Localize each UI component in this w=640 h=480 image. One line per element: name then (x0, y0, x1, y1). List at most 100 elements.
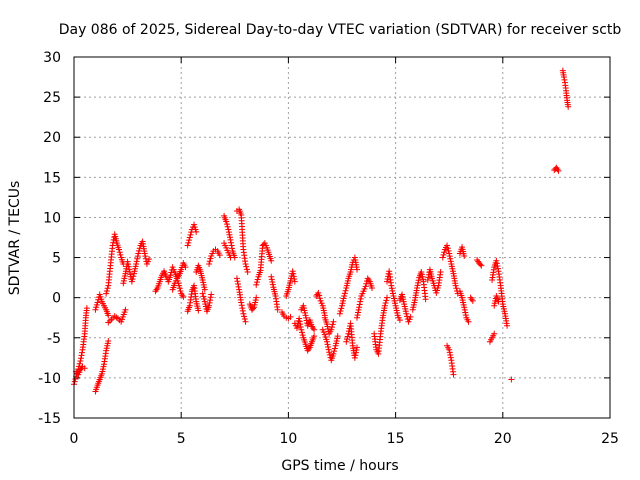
data-point (227, 254, 234, 261)
data-point (462, 309, 469, 316)
data-point (125, 263, 132, 270)
data-point (326, 349, 333, 356)
data-point (229, 245, 236, 252)
data-point (461, 304, 468, 311)
data-point (444, 242, 451, 249)
data-point (268, 257, 275, 264)
data-point (79, 349, 86, 356)
data-point (344, 333, 351, 340)
y-tick-label: 10 (43, 210, 61, 226)
data-point (146, 256, 153, 263)
data-point (242, 260, 249, 267)
data-point (235, 283, 242, 290)
data-point (357, 298, 364, 305)
data-point (354, 312, 361, 319)
data-point (414, 285, 421, 292)
data-point (461, 252, 468, 259)
data-point (125, 261, 132, 268)
data-point (241, 316, 248, 323)
data-point (208, 291, 215, 298)
data-point (188, 229, 195, 236)
data-point (384, 294, 391, 301)
data-point (126, 266, 133, 273)
data-point (296, 315, 303, 322)
data-point (176, 282, 183, 289)
data-point (555, 167, 562, 174)
data-point (269, 279, 276, 286)
data-point (199, 290, 206, 297)
data-point (561, 76, 568, 83)
data-point (168, 269, 175, 276)
data-point (447, 258, 454, 265)
data-point (290, 273, 297, 280)
data-point (453, 285, 460, 292)
data-point (469, 297, 476, 304)
data-point (328, 324, 335, 331)
data-point (329, 321, 336, 328)
data-point (446, 250, 453, 257)
x-tick-labels: 0 5 10 15 20 25 (70, 431, 619, 447)
data-point (494, 265, 501, 272)
data-point (491, 330, 498, 337)
data-point (341, 293, 348, 300)
data-point (234, 278, 241, 285)
data-point (109, 242, 116, 249)
data-point (446, 253, 453, 260)
data-point (351, 354, 358, 361)
data-point (287, 313, 294, 320)
data-point (268, 276, 275, 283)
data-point (103, 287, 110, 294)
data-point (415, 277, 422, 284)
data-point (465, 318, 472, 325)
data-point (253, 281, 260, 288)
data-point (223, 218, 230, 225)
data-point (336, 310, 343, 317)
data-point (296, 318, 303, 325)
x-tick-label: 10 (279, 431, 297, 447)
x-axis-label: GPS time / hours (281, 458, 398, 474)
data-point (298, 326, 305, 333)
data-point (447, 354, 454, 361)
data-point (362, 283, 369, 290)
plot-frame (73, 56, 611, 419)
data-point (325, 346, 332, 353)
data-point (180, 293, 187, 300)
y-tick-label: 5 (52, 251, 61, 267)
data-point (297, 321, 304, 328)
data-point (441, 249, 448, 256)
data-point (243, 263, 250, 270)
data-point (422, 296, 429, 303)
y-tick-label: 20 (43, 130, 61, 146)
data-point (233, 275, 240, 282)
data-point (201, 296, 208, 303)
data-point (94, 299, 101, 306)
data-point (446, 346, 453, 353)
data-point (341, 290, 348, 297)
data-point (186, 234, 193, 241)
data-point (227, 236, 234, 243)
data-point (311, 333, 318, 340)
data-point (396, 317, 403, 324)
data-point (274, 306, 281, 313)
data-point (424, 277, 431, 284)
data-point (77, 355, 84, 362)
x-tick-label: 5 (177, 431, 186, 447)
data-point (289, 268, 296, 275)
data-point (235, 281, 242, 288)
y-tick-labels: -15 -10 -5 0 5 10 15 20 25 30 (38, 50, 61, 427)
data-point (450, 371, 457, 378)
data-point (243, 266, 250, 273)
data-point (254, 276, 261, 283)
data-point (404, 313, 411, 320)
data-point (369, 285, 376, 292)
data-point (415, 279, 422, 286)
data-point (81, 365, 88, 372)
data-point (117, 251, 124, 258)
x-tick-label: 0 (70, 431, 79, 447)
data-point (77, 358, 84, 365)
data-point (444, 245, 451, 252)
y-tick-label: -10 (38, 371, 61, 387)
x-tick-label: 15 (387, 431, 405, 447)
data-point (206, 258, 213, 265)
